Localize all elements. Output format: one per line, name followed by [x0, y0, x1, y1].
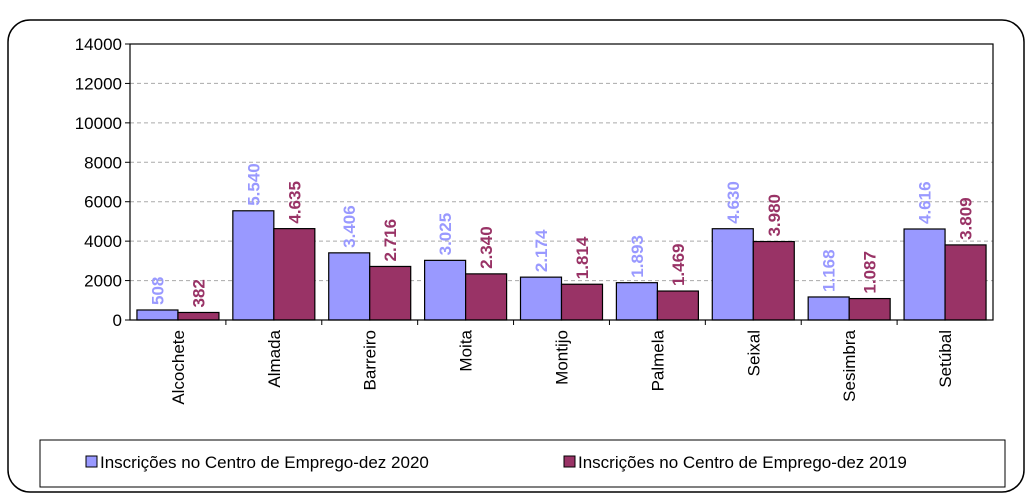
data-label: 2.716 — [381, 219, 400, 262]
data-label: 4.616 — [916, 181, 935, 224]
data-label: 2.174 — [532, 229, 551, 272]
bar — [369, 265, 412, 321]
y-tick-label: 14000 — [75, 35, 122, 54]
data-label: 5.540 — [244, 163, 263, 206]
y-tick-label: 10000 — [75, 114, 122, 133]
bar — [177, 311, 220, 321]
bar — [752, 240, 795, 321]
data-label: 382 — [189, 279, 208, 307]
bar — [273, 228, 316, 321]
data-label: 4.630 — [724, 181, 743, 224]
y-tick-label: 8000 — [84, 153, 122, 172]
legend-swatch — [563, 455, 576, 468]
data-label: 1.469 — [669, 243, 688, 286]
bar — [615, 282, 658, 321]
bar — [656, 290, 699, 321]
data-label: 3.025 — [436, 213, 455, 256]
data-label: 1.893 — [628, 235, 647, 278]
bar — [848, 297, 891, 321]
bar — [560, 283, 604, 321]
data-label: 4.635 — [285, 181, 304, 224]
data-label: 3.809 — [957, 197, 976, 240]
data-label: 3.980 — [765, 194, 784, 237]
data-label: 3.406 — [340, 205, 359, 248]
bar — [465, 273, 508, 321]
y-tick-label: 12000 — [75, 74, 122, 93]
x-tick-label: Almada — [265, 329, 284, 387]
y-tick-label: 0 — [113, 311, 122, 330]
bar — [944, 244, 987, 321]
plot-border — [129, 43, 994, 321]
bar — [424, 259, 467, 321]
data-label: 2.340 — [477, 226, 496, 269]
x-tick-label: Moita — [457, 329, 476, 371]
bar — [903, 228, 946, 321]
x-tick-label: Barreiro — [361, 330, 380, 390]
x-tick-label: Montijo — [553, 330, 572, 385]
x-tick-label: Sesimbra — [840, 329, 859, 401]
data-label: 508 — [148, 277, 167, 305]
bar — [807, 296, 850, 321]
bar — [328, 252, 371, 321]
legend-box — [39, 439, 1006, 488]
data-label: 1.168 — [820, 249, 839, 292]
bar — [519, 276, 563, 321]
bar — [232, 210, 275, 321]
y-tick-label: 2000 — [84, 272, 122, 291]
x-tick-label: Seixal — [744, 330, 763, 376]
legend-label: Inscrições no Centro de Emprego-dez 2020 — [100, 453, 429, 472]
y-tick-label: 4000 — [84, 232, 122, 251]
bar — [711, 228, 754, 321]
bar — [136, 309, 179, 321]
y-tick-label: 6000 — [84, 193, 122, 212]
legend-swatch — [85, 455, 98, 468]
data-label: 1.087 — [861, 251, 880, 294]
x-tick-label: Setúbal — [936, 330, 955, 388]
legend-label: Inscrições no Centro de Emprego-dez 2019 — [578, 453, 907, 472]
x-tick-label: Alcochete — [169, 330, 188, 405]
data-label: 1.814 — [573, 236, 592, 279]
x-tick-label: Palmela — [648, 329, 667, 391]
